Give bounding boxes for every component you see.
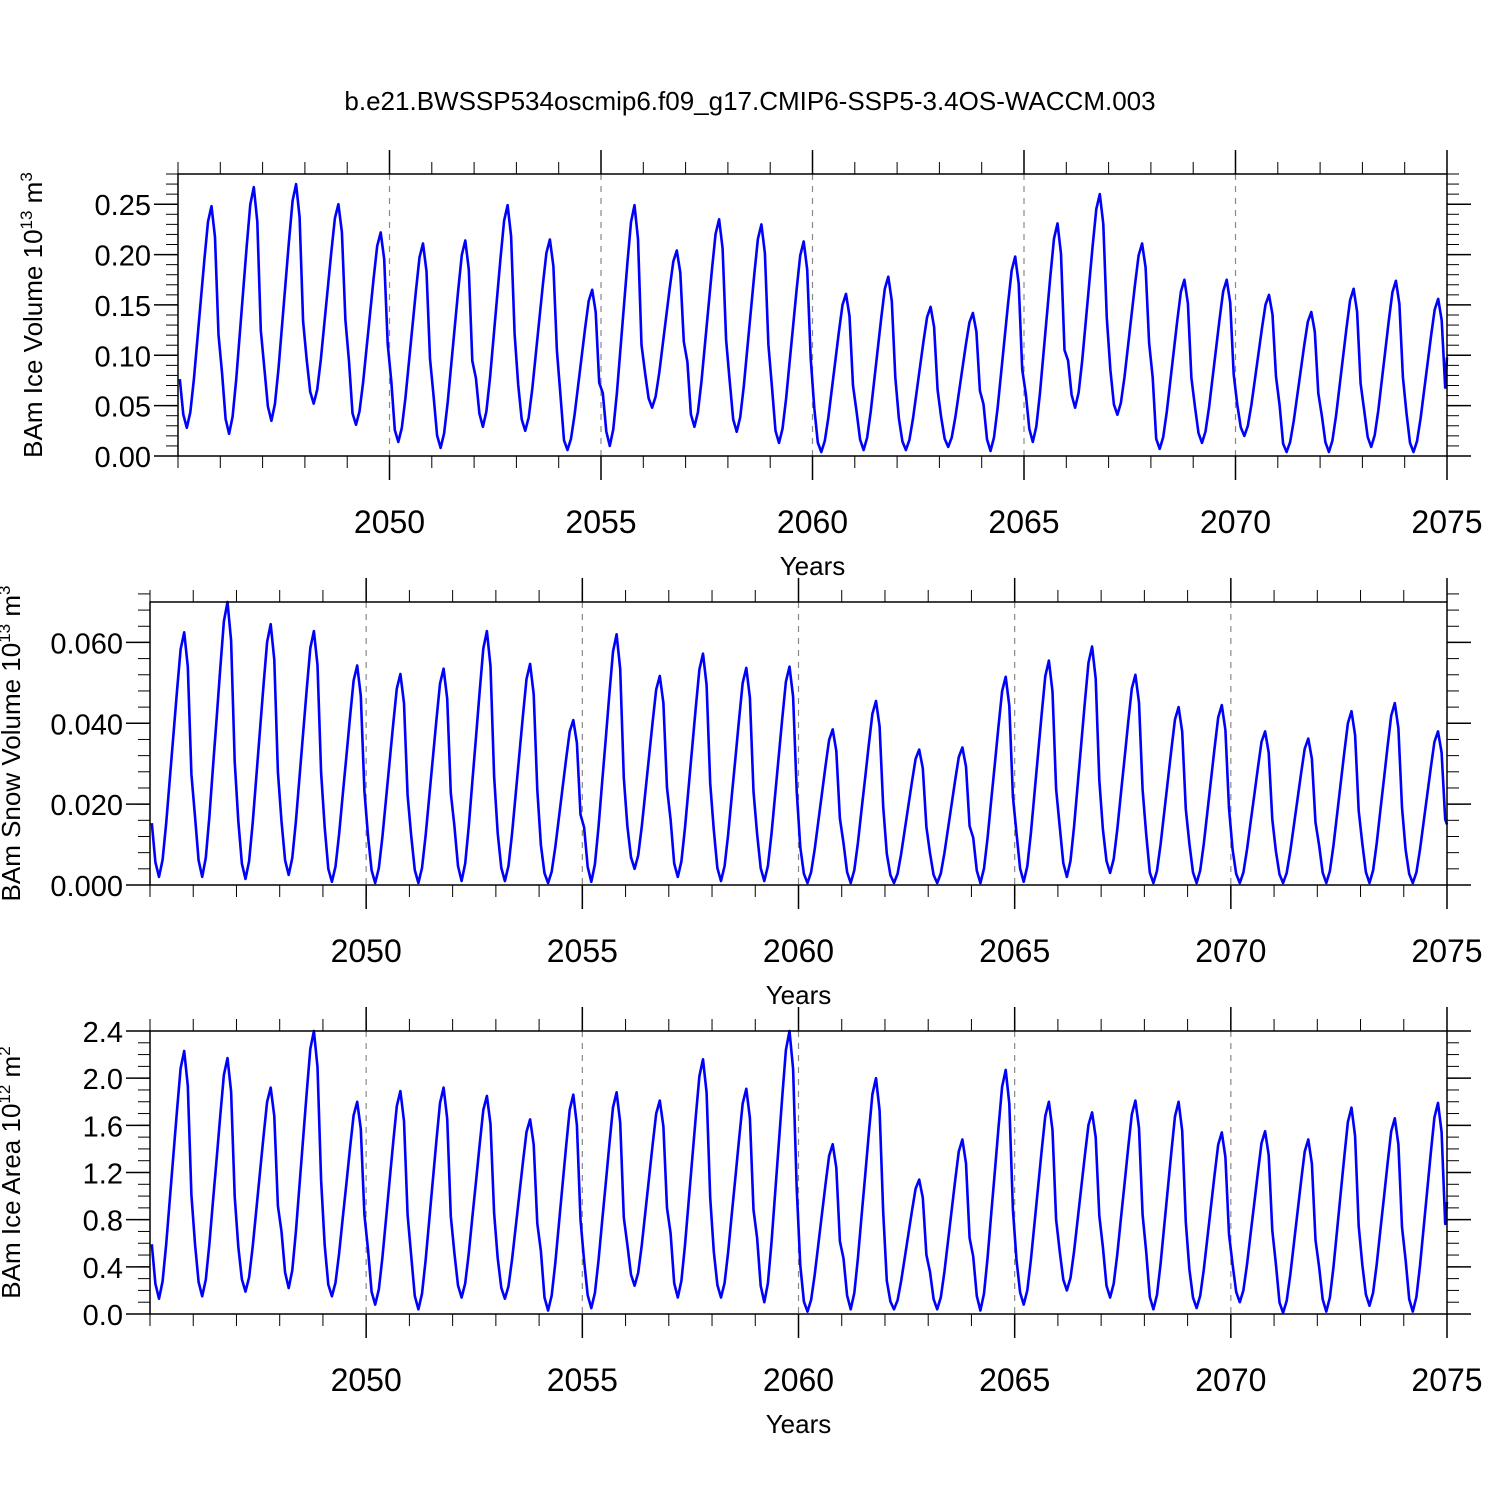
y-tick-label: 0.4	[83, 1253, 123, 1285]
y-tick-label: 0.25	[95, 190, 151, 222]
y-axis-label: BAm Ice Area 1012 m2	[0, 1046, 26, 1298]
y-axis-label: BAm Ice Volume 1013 m3	[17, 172, 48, 458]
chart-panel-2: 0.000 0.020 0.040 0.060 2050 2055 2060 2065 2070…	[0, 578, 1483, 1010]
x-axis-label: Years	[780, 551, 846, 581]
y-tick-label: 1.2	[83, 1159, 123, 1191]
y-tick-label: 0.060	[50, 628, 123, 660]
y-tick-label: 0.000	[50, 871, 123, 903]
x-axis-label: Years	[766, 980, 832, 1010]
plot-frame	[177, 173, 1448, 457]
x-tick-label: 2060	[763, 1362, 834, 1398]
x-tick-label: 2070	[1200, 504, 1271, 540]
x-tick-label: 2075	[1411, 933, 1482, 969]
x-tick-label: 2065	[988, 504, 1059, 540]
x-tick-label: 2065	[979, 933, 1050, 969]
y-tick-label: 1.6	[83, 1111, 123, 1143]
y-tick-label: 0.8	[83, 1206, 123, 1238]
x-tick-label: 2075	[1411, 504, 1482, 540]
series-line	[150, 600, 1449, 885]
y-tick-label: 0.20	[95, 241, 151, 273]
chart-panel-1: 0.00 0.05 0.10 0.15 0.20 0.25 2050 2055 2060 2065…	[17, 150, 1483, 581]
x-tick-label: 2060	[763, 933, 834, 969]
x-tick-label: 2065	[979, 1362, 1050, 1398]
series-line	[178, 182, 1449, 454]
figure-title: b.e21.BWSSP534oscmip6.f09_g17.CMIP6-SSP5…	[344, 86, 1156, 116]
y-tick-label: 0.00	[95, 442, 151, 474]
y-tick-label: 0.020	[50, 790, 123, 822]
x-axis-label: Years	[766, 1409, 832, 1439]
x-tick-label: 2070	[1195, 1362, 1266, 1398]
x-tick-label: 2050	[331, 933, 402, 969]
x-tick-label: 2075	[1411, 1362, 1482, 1398]
x-tick-label: 2055	[547, 933, 618, 969]
x-tick-label: 2050	[354, 504, 425, 540]
x-tick-label: 2055	[547, 1362, 618, 1398]
x-tick-label: 2060	[777, 504, 848, 540]
y-tick-label: 2.0	[83, 1064, 123, 1096]
y-tick-label: 2.4	[83, 1017, 123, 1049]
series-line	[150, 1029, 1449, 1315]
y-tick-label: 0.10	[95, 341, 151, 373]
chart-panel-3: 0.0 0.4 0.8 1.2 1.6 2.0 2.4 2050 2055 2060 2065 207…	[0, 1007, 1483, 1439]
x-tick-label: 2050	[331, 1362, 402, 1398]
x-tick-label: 2055	[565, 504, 636, 540]
y-tick-label: 0.05	[95, 392, 151, 424]
y-tick-label: 0.15	[95, 291, 151, 323]
y-axis-label: BAm Snow Volume 1013 m3	[0, 586, 26, 902]
x-tick-label: 2070	[1195, 933, 1266, 969]
y-tick-label: 0.0	[83, 1300, 123, 1332]
y-tick-label: 0.040	[50, 709, 123, 741]
